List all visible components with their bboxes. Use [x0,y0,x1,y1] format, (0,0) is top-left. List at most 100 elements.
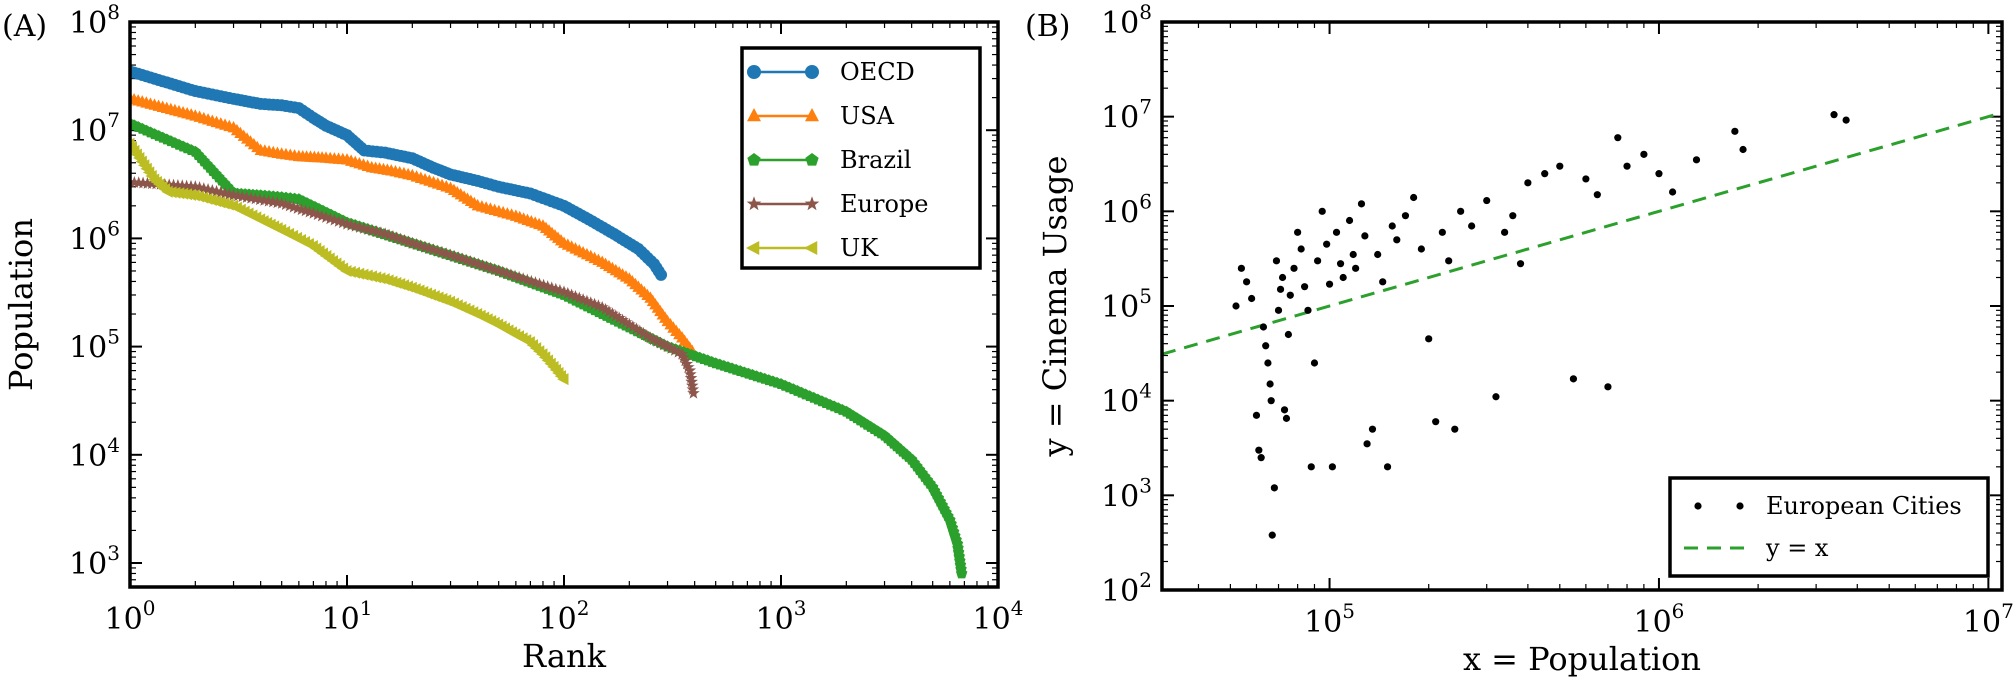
scatter-point [1379,278,1387,286]
y-tick-label: 108 [1101,0,1152,41]
scatter-point [1401,212,1410,220]
scatter-point [1623,162,1631,170]
y-tick-label: 105 [1101,284,1152,325]
scatter-point [1323,240,1331,248]
scatter-point [1541,170,1549,178]
scatter-point [1280,406,1289,414]
scatter-point [1270,484,1278,492]
legend-item-europe: Europe [746,190,928,218]
scatter-point [1569,375,1578,383]
scatter-point [1255,446,1263,454]
series-uk [130,137,569,386]
legend-item-uk: UK [745,234,879,262]
legend-label: Brazil [840,146,911,174]
scatter-point [1257,454,1265,462]
series-point-brazil [955,567,968,579]
panel-a-legend: OECD USA Brazil Europe UK [740,46,982,270]
panel-b-legend: European Cities y = x [1668,476,1990,578]
x-tick-label: 107 [1963,599,2014,640]
scatter-point [1314,257,1322,265]
y-tick-label: 103 [1101,473,1152,514]
scatter-point [1361,232,1369,240]
scatter-point [1357,200,1366,208]
legend-label: OECD [840,58,915,86]
x-tick-label: 104 [973,596,1024,637]
legend-marker [747,153,761,166]
series-point-europe [606,307,619,320]
series-point-europe [687,386,700,399]
y-tick-label: 108 [69,0,120,41]
scatter-point [1457,207,1465,215]
scatter-point [1593,191,1601,199]
scatter-point [1262,342,1270,350]
scatter-point [1276,285,1285,293]
panel-b-y-axis-label: y = Cinema Usage [1036,156,1074,458]
series-point-europe [557,285,571,298]
series-point-europe [584,296,598,309]
series-point-europe [657,338,671,351]
legend-marker [1694,502,1702,510]
scatter-point [1339,273,1347,282]
series-point-europe [565,288,578,301]
legend-marker [805,107,819,122]
y-tick-label: 106 [1101,189,1152,230]
scatter-point [1483,196,1491,205]
series-point-europe [619,315,633,328]
scatter-point [1336,260,1345,268]
series-point-europe [561,286,575,299]
y-tick-label: 104 [69,433,120,474]
scatter-point [1266,380,1274,388]
series-point-europe [661,340,674,352]
scatter-point [1332,228,1341,236]
scatter-point [1830,111,1838,119]
scatter-point [1325,280,1334,288]
scatter-point [1516,260,1525,268]
scatter-point [1655,170,1663,178]
scatter-point [1640,150,1648,158]
scatter-point [1432,418,1440,426]
legend-item-usa: USA [747,102,895,130]
scatter-point [1410,193,1418,202]
series-usa [130,91,699,357]
scatter-point [1318,207,1326,215]
y-tick-label: 107 [69,108,120,149]
scatter-point [1264,359,1272,367]
scatter-point [1556,162,1564,170]
scatter-point [1237,264,1245,272]
scatter-point [1304,306,1312,314]
series-point-europe [668,343,682,356]
scatter-point [1739,145,1747,154]
scatter-point [1272,257,1281,265]
y-tick-label: 107 [1101,95,1152,136]
legend-marker [745,241,760,255]
scatter-point [1310,359,1319,367]
panel-b-axes-frame [1160,20,2004,592]
scatter-point [1451,425,1459,433]
y-tick-label: 103 [69,541,120,582]
scatter-point [1393,236,1401,244]
panel-b-label: (B) [1025,9,1070,44]
legend-frame [740,46,982,270]
scatter-point [1352,264,1360,272]
legend-label: UK [840,234,879,262]
scatter-point [1492,393,1500,401]
legend-item-brazil: Brazil [747,146,911,174]
y-tick-label: 102 [1101,568,1152,609]
legend-label: USA [840,102,895,130]
scatter-point [1438,228,1446,236]
scatter-point [1524,179,1532,187]
scatter-point [1248,294,1256,303]
scatter-point [1268,531,1276,539]
series-point-europe [592,299,605,312]
series-point-europe [681,360,695,373]
series-point-europe [626,320,640,333]
scatter-point [1284,330,1292,339]
x-tick-label: 106 [1633,599,1684,640]
series-point-europe [678,354,692,367]
legend-marker [747,107,761,122]
series-point-oecd [655,268,668,281]
x-tick-label: 102 [539,596,590,637]
panel-a: (A) 100 101 102 103 104 103 104 105 106 107 108 Ra… [2,0,1023,675]
scatter-point [1604,383,1612,391]
series-point-europe [644,331,657,344]
